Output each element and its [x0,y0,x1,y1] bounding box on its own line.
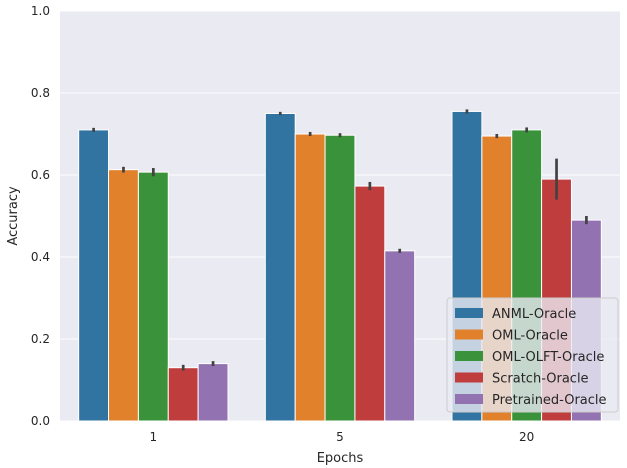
y-tick-label: 0.6 [31,168,50,182]
bar-oml-oracle [294,133,326,422]
bar-pretrained-oracle [384,250,416,422]
error-bars-group [92,109,588,371]
bar-pretrained-oracle [197,363,229,422]
x-axis-ticks: 1 5 20 [150,430,535,444]
legend-label: OML-OLFT-Oracle [492,350,604,365]
legend-swatch [455,329,483,340]
bar-oml-olft-oracle [137,171,169,422]
y-tick-label: 1.0 [31,4,50,18]
legend-swatch [455,351,483,361]
y-tick-label: 0.4 [31,250,50,264]
legend: ANML-Oracle OML-Oracle OML-OLFT-Oracle Scra… [446,297,619,413]
legend-label: Scratch-Oracle [492,372,589,387]
x-tick-label: 1 [150,430,158,444]
legend-box [446,297,619,413]
bar-anml-oracle [264,113,296,422]
y-tick-label: 0.2 [31,332,50,346]
legend-swatch [455,394,483,404]
x-tick-label: 5 [336,430,344,444]
legend-label: ANML-Oracle [492,307,576,322]
y-axis-label: Accuracy [6,186,21,246]
bar-oml-olft-oracle [324,134,356,422]
x-tick-label: 20 [519,430,534,444]
bar-oml-oracle [108,169,139,422]
x-axis-label: Epochs [317,451,364,466]
y-tick-label: 0.8 [31,86,50,100]
y-axis-ticks: 0.0 0.2 0.4 0.6 0.8 1.0 [31,4,50,428]
bar-scratch-oracle [167,367,199,422]
bar-anml-oracle [78,129,110,422]
legend-swatch [455,308,483,318]
y-tick-label: 0.0 [31,414,50,428]
legend-label: OML-Oracle [492,329,568,344]
bar-scratch-oracle [354,185,386,422]
legend-label: Pretrained-Oracle [492,393,607,408]
legend-swatch [455,372,483,383]
